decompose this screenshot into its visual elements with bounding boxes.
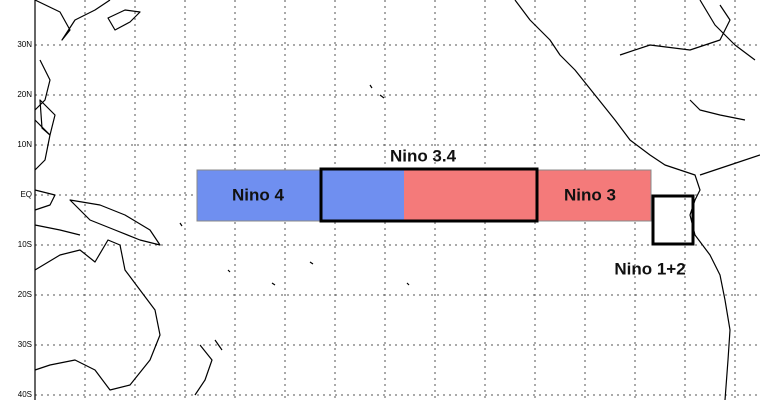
nino-3-box bbox=[536, 169, 652, 222]
region-label: Nino 3.4 bbox=[390, 146, 457, 165]
nino-4-box bbox=[196, 169, 322, 222]
new-zealand-coast bbox=[194, 339, 223, 396]
latitude-label: 10S bbox=[18, 240, 32, 249]
nino-34-east bbox=[404, 170, 537, 221]
region-label: Nino 1+2 bbox=[614, 259, 685, 278]
latitude-label: 10N bbox=[17, 140, 32, 149]
latitude-label: 30N bbox=[17, 40, 32, 49]
nino-12-box bbox=[651, 194, 695, 246]
latitude-label: 20N bbox=[17, 90, 32, 99]
australia-coast bbox=[34, 239, 161, 391]
coastlines bbox=[34, 0, 760, 400]
latitude-label: 40S bbox=[18, 390, 32, 399]
latitude-labels: 30N 20N 10N EQ 10S 20S 30S 40S bbox=[17, 40, 32, 399]
indonesia-coast bbox=[34, 189, 81, 236]
japan-coast bbox=[107, 9, 141, 31]
nino-regions: Nino 4 Nino 3.4 Nino 3 Nino 1+2 bbox=[196, 146, 695, 278]
nino-34-box bbox=[319, 167, 539, 223]
latitude-label: EQ bbox=[20, 190, 32, 199]
new-guinea-coast bbox=[69, 199, 161, 246]
philippines-coast bbox=[39, 99, 56, 136]
region-label: Nino 3 bbox=[564, 185, 616, 204]
latitude-label: 30S bbox=[18, 340, 32, 349]
islands bbox=[179, 84, 410, 286]
north-america-coast bbox=[514, 0, 756, 171]
region-label: Nino 4 bbox=[232, 185, 284, 204]
south-america-coast bbox=[679, 154, 760, 400]
latitude-label: 20S bbox=[18, 290, 32, 299]
nino-34-west bbox=[321, 170, 404, 221]
